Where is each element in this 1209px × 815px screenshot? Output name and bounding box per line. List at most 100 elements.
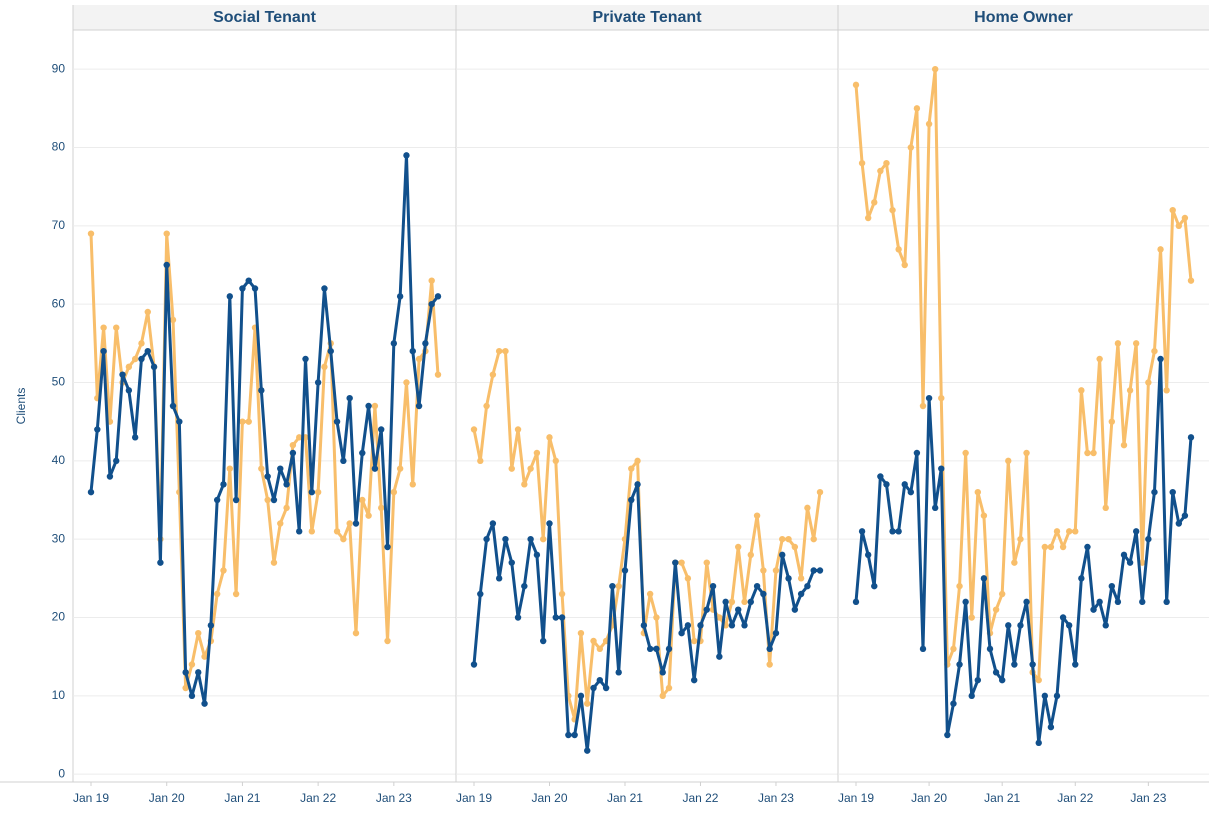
data-point	[396, 465, 404, 472]
data-point	[901, 481, 908, 488]
data-point	[722, 598, 729, 606]
x-tick-label: Jan 19	[838, 791, 874, 805]
data-point	[182, 684, 189, 692]
data-point	[220, 481, 227, 488]
data-point	[106, 473, 114, 480]
data-point	[901, 261, 908, 269]
data-point	[1017, 622, 1024, 629]
y-tick-label: 80	[52, 140, 66, 154]
data-point	[1035, 676, 1042, 684]
data-point	[968, 692, 975, 700]
data-point	[396, 293, 404, 300]
data-point	[1175, 222, 1183, 230]
data-point	[1084, 449, 1091, 457]
data-point	[521, 481, 528, 488]
data-point	[931, 65, 939, 73]
data-point	[502, 347, 509, 355]
data-point	[804, 582, 811, 590]
data-point	[766, 645, 773, 653]
x-tick-label: Jan 21	[984, 791, 1020, 805]
data-point	[1139, 598, 1146, 606]
data-point	[558, 590, 566, 598]
data-point	[883, 481, 890, 488]
data-point	[609, 582, 616, 590]
data-point	[653, 645, 660, 653]
data-point	[753, 512, 761, 519]
data-point	[258, 465, 265, 472]
data-point	[277, 520, 284, 527]
data-point	[477, 457, 484, 465]
data-point	[508, 559, 515, 566]
x-tick-label: Jan 19	[456, 791, 492, 805]
data-point	[169, 402, 177, 410]
data-point	[931, 504, 939, 512]
data-point	[992, 606, 1000, 613]
data-point	[182, 669, 189, 676]
data-point	[1005, 457, 1012, 465]
data-point	[1175, 520, 1183, 527]
data-point	[703, 606, 710, 613]
data-point	[889, 528, 896, 535]
data-point	[998, 590, 1006, 598]
data-point	[615, 669, 622, 676]
y-tick-label: 30	[52, 531, 66, 545]
data-point	[359, 496, 366, 504]
data-point	[163, 261, 170, 269]
data-point	[665, 684, 673, 692]
data-point	[283, 504, 290, 512]
data-point	[1096, 598, 1103, 606]
data-point	[919, 645, 927, 653]
y-axis-label: Clients	[14, 388, 28, 425]
data-point	[950, 700, 957, 707]
y-tick-label: 40	[52, 453, 66, 467]
data-point	[403, 152, 410, 159]
data-point	[791, 543, 799, 551]
data-point	[1011, 559, 1018, 566]
data-point	[201, 653, 208, 660]
data-point	[327, 347, 334, 355]
data-point	[308, 488, 316, 496]
data-point	[1078, 387, 1085, 394]
data-point	[1181, 214, 1189, 222]
data-point	[596, 676, 604, 684]
data-point	[864, 214, 872, 222]
y-tick-label: 10	[52, 688, 66, 702]
data-point	[974, 676, 982, 684]
data-point	[220, 567, 227, 574]
data-point	[760, 567, 767, 574]
data-point	[138, 340, 145, 347]
data-point	[1017, 535, 1024, 543]
header-band	[73, 5, 1209, 30]
data-point	[533, 449, 541, 457]
data-point	[956, 661, 963, 668]
data-point	[157, 559, 164, 566]
data-point	[428, 277, 435, 284]
data-point	[907, 144, 915, 151]
data-point	[546, 520, 553, 527]
data-point	[213, 590, 221, 598]
data-point	[1126, 387, 1134, 394]
data-point	[938, 465, 945, 472]
data-point	[483, 402, 490, 410]
data-point	[521, 582, 528, 590]
data-point	[584, 747, 591, 754]
data-point	[1187, 277, 1195, 284]
data-point	[1090, 449, 1097, 457]
data-point	[804, 504, 811, 512]
data-point	[251, 285, 259, 292]
data-point	[207, 622, 215, 629]
data-point	[1120, 551, 1128, 559]
data-point	[87, 230, 95, 237]
data-point	[1169, 206, 1176, 214]
data-point	[409, 481, 416, 488]
data-point	[1072, 661, 1079, 668]
data-point	[653, 614, 660, 621]
series-line	[854, 357, 1193, 745]
data-point	[131, 434, 139, 441]
data-point	[346, 394, 353, 402]
data-point	[514, 426, 522, 433]
data-point	[1047, 543, 1055, 551]
data-point	[226, 465, 233, 472]
data-point	[434, 371, 442, 378]
data-point	[1139, 559, 1146, 566]
